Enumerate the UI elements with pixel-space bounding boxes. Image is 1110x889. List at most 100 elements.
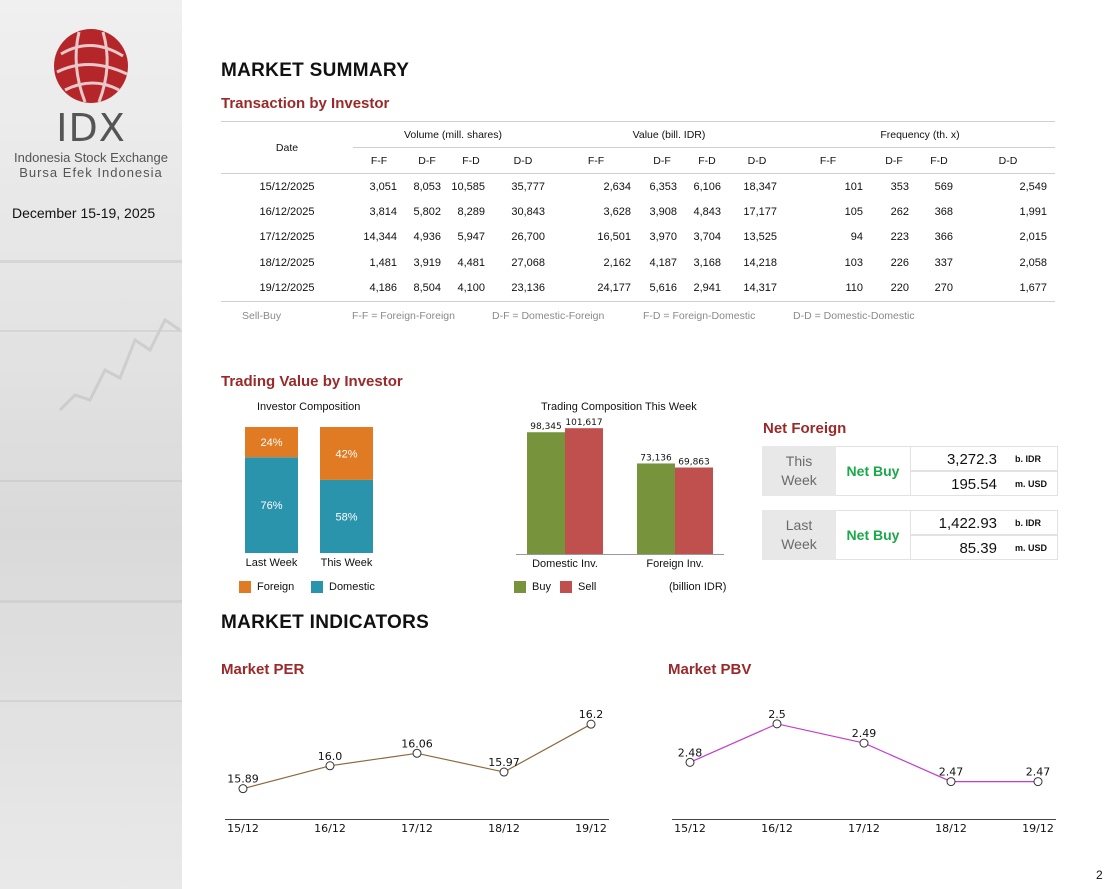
bar-data-label: 69,863 bbox=[678, 458, 710, 468]
col-header: D-F bbox=[871, 147, 917, 174]
cell: 30,843 bbox=[511, 205, 545, 218]
col-header: F-D bbox=[685, 147, 729, 174]
point-data-label: 16.0 bbox=[318, 750, 343, 763]
col-header: D-D bbox=[729, 147, 785, 174]
cell: 10,585 bbox=[451, 180, 485, 193]
col-header: D-D bbox=[493, 147, 553, 174]
idr-value-cell: 1,422.93 b. IDR bbox=[910, 510, 1058, 535]
cell: 4,186 bbox=[353, 275, 405, 302]
cell: 1,677 bbox=[961, 275, 1055, 302]
table-row: 18/12/2025 1,481 3,919 4,481 27,068 2,16… bbox=[221, 250, 1055, 276]
usd-unit: m. USD bbox=[1015, 543, 1048, 553]
data-point bbox=[586, 719, 596, 729]
point-data-label: 2.47 bbox=[939, 766, 964, 779]
x-tick-label: 19/12 bbox=[1022, 822, 1054, 835]
idr-unit: b. IDR bbox=[1015, 454, 1041, 464]
period-label-text: Last Week bbox=[781, 517, 817, 552]
period-label-text: This Week bbox=[781, 453, 817, 488]
market-pbv-chart: 2.48 15/12 2.5 16/12 2.49 17/12 2.47 18/12 2.47 1… bbox=[672, 708, 1056, 835]
logo-text: IDX bbox=[56, 106, 126, 150]
buy-bar bbox=[637, 463, 675, 554]
cell: 8,053 bbox=[413, 180, 441, 193]
category-tick-label: This Week bbox=[321, 557, 373, 569]
cell: 4,843 bbox=[693, 205, 721, 218]
data-point bbox=[499, 767, 509, 777]
date-cell: 16/12/2025 bbox=[259, 205, 315, 218]
market-indicators-title: MARKET INDICATORS bbox=[221, 612, 430, 633]
net-foreign-this-week: This Week Net Buy 3,272.3 b. IDR 195.54 … bbox=[762, 446, 1058, 496]
idr-value: 1,422.93 bbox=[938, 515, 997, 532]
market-pbv-title: Market PBV bbox=[668, 661, 752, 678]
bar-data-label: 98,345 bbox=[530, 422, 562, 432]
data-point bbox=[412, 748, 422, 758]
point-data-label: 2.47 bbox=[1026, 766, 1051, 779]
domestic-data-label: 76% bbox=[260, 500, 282, 512]
foreign-data-label: 42% bbox=[335, 448, 357, 460]
data-point bbox=[772, 719, 782, 729]
legend-sell-buy: Sell-Buy bbox=[242, 310, 282, 322]
transaction-by-investor-title: Transaction by Investor bbox=[221, 95, 390, 112]
foreign-data-label: 24% bbox=[260, 437, 282, 449]
cell: 226 bbox=[890, 256, 909, 269]
cell: 337 bbox=[934, 256, 953, 269]
idr-unit: b. IDR bbox=[1015, 518, 1041, 528]
usd-unit: m. USD bbox=[1015, 479, 1048, 489]
logo-subtitle-id: Bursa Efek Indonesia bbox=[19, 165, 163, 180]
legend-dd: D-D = Domestic-Domestic bbox=[793, 310, 915, 322]
cell: 8,504 bbox=[405, 275, 449, 302]
cell: 3,051 bbox=[369, 180, 397, 193]
cell: 103 bbox=[844, 256, 863, 269]
cell: 27,068 bbox=[511, 256, 545, 269]
frequency-group-header: Frequency (th. x) bbox=[785, 121, 1055, 148]
cell: 23,136 bbox=[493, 275, 553, 302]
col-header: F-F bbox=[785, 147, 871, 174]
sell-bar bbox=[565, 428, 603, 554]
cell: 4,481 bbox=[457, 256, 485, 269]
domestic-bar bbox=[320, 479, 373, 553]
cell: 223 bbox=[890, 231, 909, 244]
investor-composition-chart: 76% 24% Last Week 58% 42% This Week bbox=[245, 427, 373, 569]
net-foreign-last-week: Last Week Net Buy 1,422.93 b. IDR 85.39 … bbox=[762, 510, 1058, 560]
foreign-bar bbox=[320, 427, 373, 480]
x-tick-label: 15/12 bbox=[227, 822, 259, 835]
cell: 270 bbox=[917, 275, 961, 302]
legend-buy-swatch bbox=[514, 581, 526, 593]
cell: 18,347 bbox=[743, 180, 777, 193]
cell: 14,344 bbox=[363, 231, 397, 244]
cell: 4,100 bbox=[449, 275, 493, 302]
cell: 8,289 bbox=[457, 205, 485, 218]
data-point bbox=[859, 738, 869, 748]
sidebar: IDX Indonesia Stock Exchange Bursa Efek … bbox=[0, 0, 182, 889]
cell: 6,106 bbox=[693, 180, 721, 193]
cell: 24,177 bbox=[553, 275, 639, 302]
market-summary-title: MARKET SUMMARY bbox=[221, 60, 410, 81]
usd-value-cell: 85.39 m. USD bbox=[910, 535, 1058, 560]
volume-group-header: Volume (mill. shares) bbox=[353, 121, 553, 148]
cell: 14,317 bbox=[729, 275, 785, 302]
cell: 4,936 bbox=[413, 231, 441, 244]
col-header: F-F bbox=[353, 147, 405, 174]
x-tick-label: 19/12 bbox=[575, 822, 607, 835]
market-per-title: Market PER bbox=[221, 661, 305, 678]
idx-globe-icon bbox=[54, 29, 128, 103]
date-cell: 17/12/2025 bbox=[259, 231, 315, 244]
category-tick-label: Last Week bbox=[246, 557, 298, 569]
cell: 3,814 bbox=[369, 205, 397, 218]
x-tick-label: 17/12 bbox=[401, 822, 433, 835]
cell: 105 bbox=[844, 205, 863, 218]
cell: 1,991 bbox=[1019, 205, 1047, 218]
legend-fd: F-D = Foreign-Domestic bbox=[643, 310, 756, 322]
background-stock-board-image bbox=[0, 0, 182, 889]
cell: 3,704 bbox=[693, 231, 721, 244]
last-week-label: Last Week bbox=[762, 510, 836, 560]
cell: 368 bbox=[934, 205, 953, 218]
col-header: F-D bbox=[449, 147, 493, 174]
cell: 94 bbox=[850, 231, 863, 244]
x-tick-label: 18/12 bbox=[935, 822, 967, 835]
cell: 26,700 bbox=[511, 231, 545, 244]
legend-sell-label: Sell bbox=[578, 581, 597, 593]
value-group-header: Value (bill. IDR) bbox=[553, 121, 785, 148]
point-data-label: 15.97 bbox=[488, 756, 520, 769]
data-point bbox=[685, 757, 695, 767]
date-header: Date bbox=[221, 121, 353, 174]
